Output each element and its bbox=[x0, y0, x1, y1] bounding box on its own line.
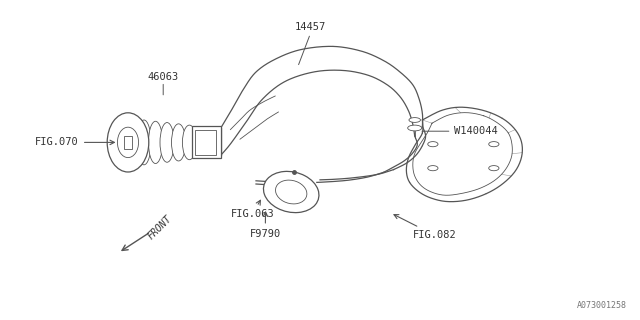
Text: 46063: 46063 bbox=[148, 72, 179, 82]
Text: 14457: 14457 bbox=[295, 22, 326, 32]
Ellipse shape bbox=[264, 172, 319, 212]
Ellipse shape bbox=[148, 121, 163, 164]
Bar bbox=[124, 136, 132, 149]
Text: FIG.063: FIG.063 bbox=[230, 200, 274, 220]
Ellipse shape bbox=[409, 117, 420, 122]
Ellipse shape bbox=[137, 120, 151, 165]
Text: FIG.070: FIG.070 bbox=[35, 137, 115, 148]
Text: FIG.082: FIG.082 bbox=[394, 215, 456, 240]
Ellipse shape bbox=[408, 125, 422, 131]
Polygon shape bbox=[406, 107, 522, 202]
Bar bbox=[195, 130, 216, 155]
Text: A073001258: A073001258 bbox=[577, 301, 627, 310]
Ellipse shape bbox=[182, 125, 196, 160]
Text: FRONT: FRONT bbox=[146, 213, 174, 241]
Text: W140044: W140044 bbox=[422, 126, 498, 136]
Ellipse shape bbox=[160, 123, 174, 162]
Ellipse shape bbox=[172, 124, 186, 161]
Text: F9790: F9790 bbox=[250, 212, 281, 239]
Ellipse shape bbox=[107, 113, 149, 172]
Bar bbox=[192, 126, 221, 158]
